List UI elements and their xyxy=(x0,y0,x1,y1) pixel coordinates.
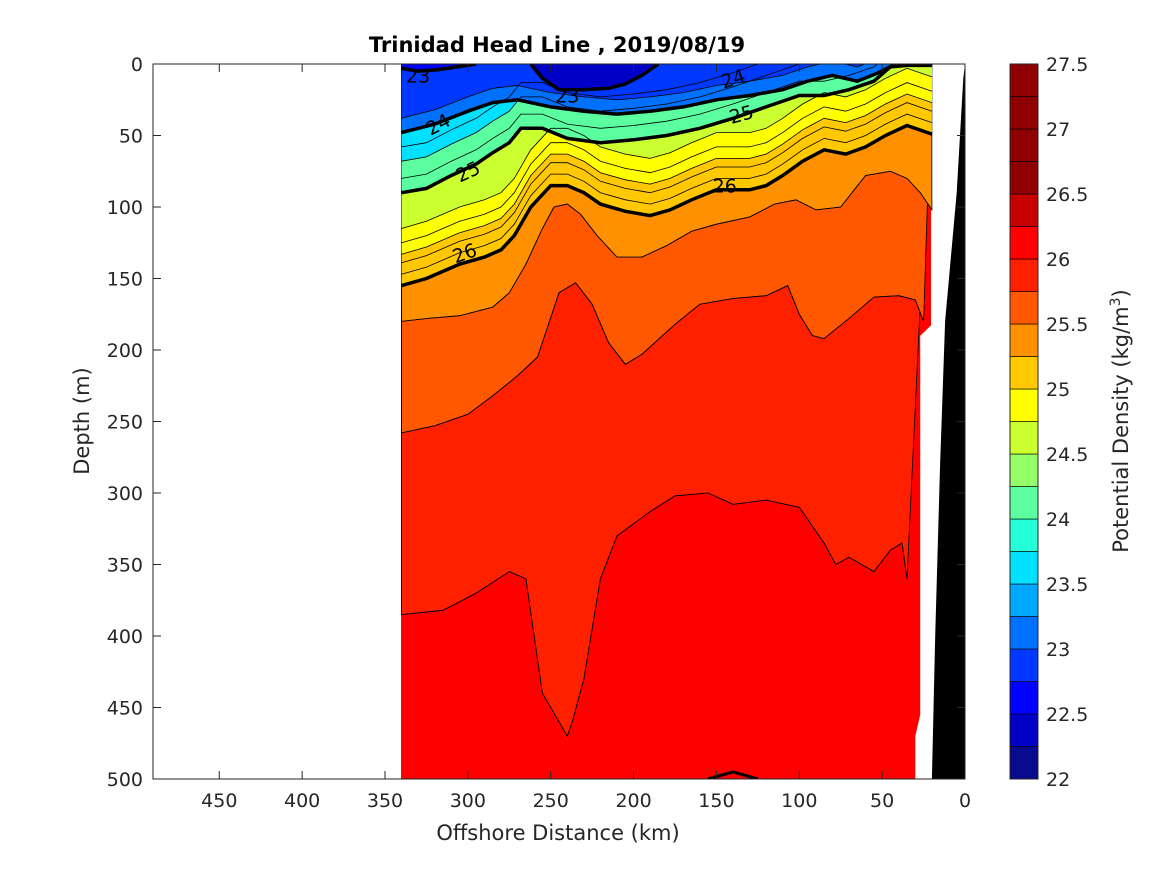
chart-title: Trinidad Head Line , 2019/08/19 xyxy=(369,33,745,57)
colorbar-tick-label: 22 xyxy=(1046,769,1070,791)
colorbar-swatch xyxy=(1009,356,1039,390)
isopycnal-26p75 xyxy=(401,282,924,434)
y-tick-label: 50 xyxy=(119,126,143,148)
y-tick-label: 150 xyxy=(107,269,143,291)
y-tick-label: 250 xyxy=(107,412,143,434)
colorbar-swatch xyxy=(1009,648,1039,682)
colorbar-swatch xyxy=(1009,388,1039,422)
colorbar-tick-label: 27.5 xyxy=(1046,54,1088,76)
colorbar-tick-label: 26 xyxy=(1046,249,1070,271)
x-tick-label: 150 xyxy=(698,790,734,812)
colorbar: 22 22.5 23 23.5 24 24.5 25 25.5 26 26.5 27 27.5 xyxy=(1009,54,1088,791)
colorbar-frame xyxy=(1009,63,1039,780)
colorbar-tick-label: 24.5 xyxy=(1046,444,1088,466)
isopycnal-minor-mid-1 xyxy=(401,64,826,162)
colorbar-title-suffix: ) xyxy=(1109,289,1133,297)
thin-contour-lines xyxy=(401,64,933,738)
isopycnal-minor-mid-2 xyxy=(401,64,759,148)
colorbar-swatch xyxy=(1009,226,1039,260)
x-tick-label: 0 xyxy=(959,790,971,812)
colorbar-swatch xyxy=(1009,583,1039,617)
colorbar-swatch xyxy=(1009,161,1039,195)
isopycnal-25-line-3 xyxy=(401,64,932,195)
x-tick-label: 300 xyxy=(450,790,486,812)
x-tick-label: 350 xyxy=(367,790,403,812)
colorbar-swatch xyxy=(1009,486,1039,520)
isopycnal-minor-upper-0 xyxy=(401,113,933,275)
colorbar-swatch xyxy=(1009,193,1039,227)
y-tick-label: 400 xyxy=(107,626,143,648)
isopycnal-minor-mid-0 xyxy=(401,64,878,179)
x-axis-title: Offshore Distance (km) xyxy=(436,821,679,845)
colorbar-title-main: Potential Density (kg/m xyxy=(1109,306,1133,552)
band-23-23p5 xyxy=(401,64,932,119)
y-tick-label: 300 xyxy=(107,483,143,505)
colorbar-tick-label: 23.5 xyxy=(1046,574,1088,596)
colorbar-swatch xyxy=(1009,551,1039,585)
no-data-wedge xyxy=(915,64,965,779)
bathymetry xyxy=(931,64,965,779)
isopycnal-27 xyxy=(401,492,908,738)
colorbar-tick-label: 27 xyxy=(1046,119,1070,141)
y-tick-label: 0 xyxy=(131,54,143,76)
filled-contours xyxy=(401,64,965,779)
colorbar-swatch xyxy=(1009,746,1039,780)
colorbar-swatch xyxy=(1009,291,1039,325)
colorbar-swatch xyxy=(1009,258,1039,292)
colorbar-swatch xyxy=(1009,96,1039,130)
x-tick-label: 250 xyxy=(533,790,569,812)
colorbar-swatch xyxy=(1009,713,1039,747)
thick-contour-lines xyxy=(401,64,933,288)
isopycnal-26-line-4 xyxy=(401,123,933,288)
x-tick-label: 100 xyxy=(781,790,817,812)
y-axis-title: Depth (m) xyxy=(70,367,94,474)
colorbar-tick-label: 23 xyxy=(1046,639,1070,661)
x-tick-label: 400 xyxy=(284,790,320,812)
colorbar-swatch xyxy=(1009,421,1039,455)
colorbar-tick-label: 22.5 xyxy=(1046,704,1088,726)
isopycnal-23-line-1 xyxy=(529,64,660,92)
colorbar-swatch xyxy=(1009,453,1039,487)
isopycnal-23-line-0 xyxy=(401,64,477,73)
x-tick-label: 200 xyxy=(615,790,651,812)
colorbar-swatch xyxy=(1009,323,1039,357)
isopycnal-minor-top xyxy=(401,64,866,119)
colorbar-swatch xyxy=(1009,128,1039,162)
y-tick-label: 200 xyxy=(107,340,143,362)
contour-label-0: 23 xyxy=(406,65,430,87)
colorbar-tick-label: 25 xyxy=(1046,379,1070,401)
colorbar-title-superscript: 3 xyxy=(1108,297,1124,306)
x-tick-label: 450 xyxy=(201,790,237,812)
x-axis: 450 400 350 300 250 200 150 100 50 0 xyxy=(201,64,971,812)
colorbar-tick-label: 26.5 xyxy=(1046,184,1088,206)
y-tick-label: 100 xyxy=(107,197,143,219)
colorbar-swatch xyxy=(1009,681,1039,715)
colorbar-swatch xyxy=(1009,518,1039,552)
colorbar-swatch xyxy=(1009,63,1039,97)
y-axis: 0 50 100 150 200 250 300 350 400 450 500 xyxy=(107,54,965,791)
colorbar-tick-label: 25.5 xyxy=(1046,314,1088,336)
x-tick-label: 50 xyxy=(870,790,894,812)
colorbar-tick-label: 24 xyxy=(1046,509,1070,531)
y-tick-label: 350 xyxy=(107,555,143,577)
contour-label-7: 26 xyxy=(713,176,737,198)
isopycnal-minor-upper-1 xyxy=(401,102,933,264)
isopycnal-26p5 xyxy=(401,170,933,322)
isopycnal-minor-upper-2 xyxy=(401,93,933,255)
contour-label-1: 23 xyxy=(555,85,579,107)
isopycnal-minor-upper-4 xyxy=(401,67,933,229)
y-tick-label: 500 xyxy=(107,769,143,791)
isopycnal-24-line-2 xyxy=(401,64,897,135)
colorbar-swatch xyxy=(1009,616,1039,650)
colorbar-title: Potential Density (kg/m3) xyxy=(1108,289,1133,553)
isopycnal-minor-upper-3 xyxy=(401,82,933,244)
y-tick-label: 450 xyxy=(107,698,143,720)
